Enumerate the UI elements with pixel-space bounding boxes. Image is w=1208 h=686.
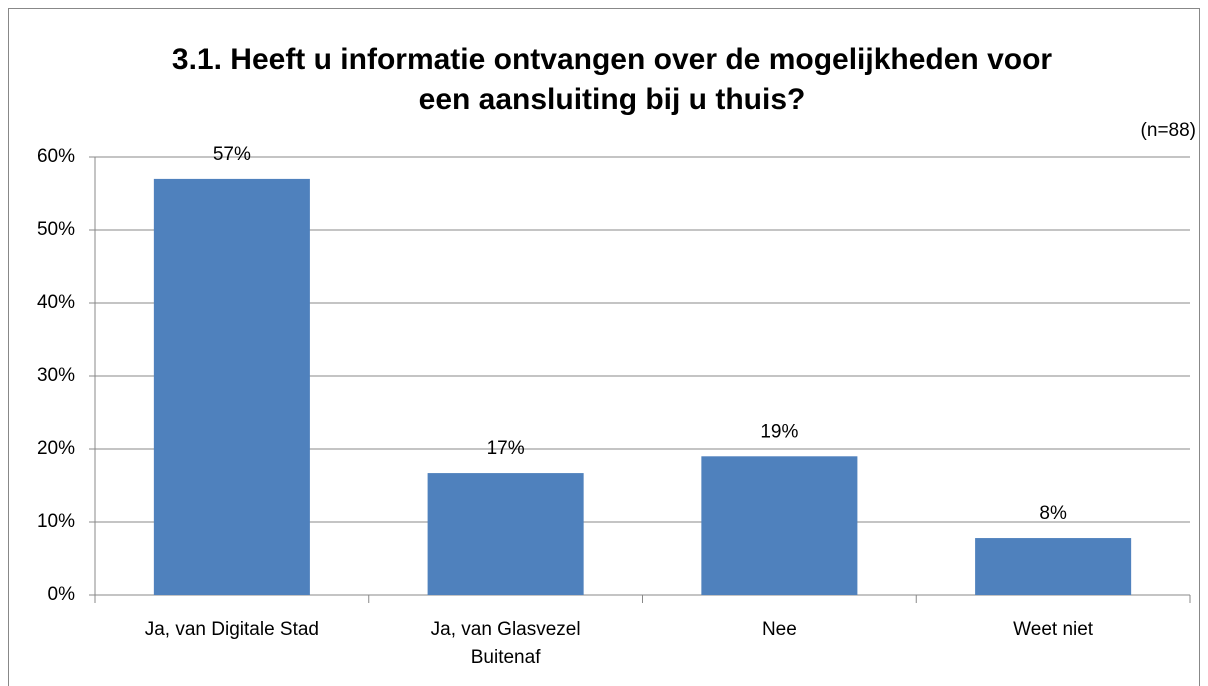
data-label: 57% — [213, 144, 251, 165]
x-tick-label: Ja, van Glasvezel Buitenaf — [430, 619, 581, 668]
chart-border — [8, 8, 1200, 686]
bar — [701, 456, 858, 595]
y-tick-label: 60% — [37, 146, 75, 167]
y-tick-label: 10% — [37, 511, 75, 532]
bar — [975, 538, 1132, 595]
data-label: 8% — [1039, 503, 1067, 524]
y-tick-label: 50% — [37, 219, 75, 240]
y-tick-label: 40% — [37, 292, 75, 313]
data-label: 19% — [760, 421, 798, 442]
x-tick-label: Nee — [761, 619, 797, 640]
y-tick-label: 0% — [48, 584, 76, 605]
y-tick-label: 20% — [37, 438, 75, 459]
sample-size: (n=88) — [1140, 120, 1196, 141]
x-tick-label: Weet niet — [1013, 619, 1094, 640]
bar — [153, 178, 310, 595]
chart-title: 3.1. Heeft u informatie ontvangen over d… — [171, 43, 1053, 116]
bar — [427, 473, 584, 595]
x-tick-label: Ja, van Digitale Stad — [144, 619, 319, 640]
y-tick-label: 30% — [37, 365, 75, 386]
data-label: 17% — [487, 438, 525, 459]
